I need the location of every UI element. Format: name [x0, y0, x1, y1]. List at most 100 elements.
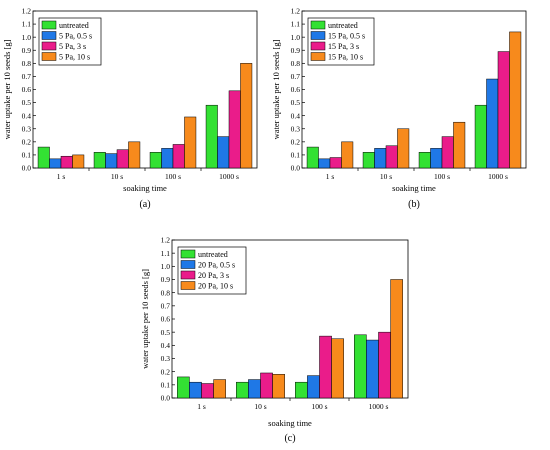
legend-label: 5 Pa, 0.5 s [59, 32, 92, 41]
x-tick-label: 100 s [311, 402, 327, 411]
y-tick-label: 1.2 [291, 7, 301, 16]
x-tick-label: 1 s [326, 172, 335, 181]
y-tick-label: 0.6 [161, 315, 171, 324]
bar [453, 121, 466, 169]
y-tick-label: 0.1 [22, 151, 32, 160]
bar [37, 146, 50, 169]
bar [161, 148, 174, 169]
y-tick-label: 0.9 [291, 46, 301, 55]
y-tick-label: 0.9 [22, 46, 32, 55]
y-tick-label: 0.2 [291, 137, 301, 146]
y-tick-label: 0.0 [291, 164, 301, 173]
bar [201, 383, 214, 399]
y-tick-label: 0.7 [22, 72, 32, 81]
x-tick-label: 1000 s [488, 172, 508, 181]
legend-label: untreated [59, 21, 89, 30]
y-tick-label: 0.5 [291, 98, 301, 107]
x-tick-label: 100 s [165, 172, 181, 181]
legend-swatch [180, 260, 196, 269]
y-tick-label: 0.0 [161, 394, 171, 403]
legend-swatch [180, 249, 196, 259]
y-tick-label: 1.2 [161, 236, 171, 245]
bar [272, 374, 285, 399]
x-tick-label: 1000 s [369, 402, 389, 411]
bar [430, 148, 443, 169]
y-tick-label: 0.6 [291, 85, 301, 94]
y-tick-label: 1.0 [291, 33, 301, 42]
x-tick-label: 10 s [380, 172, 392, 181]
x-axis-label: soaking time [123, 183, 167, 193]
chart-panel-1: 0.0 0.1 0.2 0.3 0.4 0.5 0.6 0.7 0.8 0.9 1.0 1.1 1.2 1… [2, 7, 258, 210]
bar [318, 158, 331, 169]
bar [418, 152, 431, 169]
bar [228, 90, 241, 169]
y-tick-label: 0.4 [22, 111, 32, 120]
legend-label: 20 Pa, 3 s [198, 271, 229, 280]
bar [295, 381, 308, 399]
legend-swatch [310, 20, 326, 30]
y-tick-label: 1.1 [161, 249, 171, 258]
y-tick-label: 1.0 [22, 33, 32, 42]
y-tick-label: 0.7 [161, 301, 171, 310]
bar [248, 379, 261, 399]
bar [497, 51, 510, 169]
x-tick-label: 100 s [434, 172, 450, 181]
legend-swatch [180, 281, 196, 290]
bar [189, 381, 202, 399]
y-tick-label: 0.5 [161, 328, 171, 337]
bar [217, 136, 230, 169]
x-tick-label: 10 s [254, 402, 266, 411]
legend-label: 5 Pa, 10 s [59, 53, 90, 62]
legend-swatch [310, 31, 326, 40]
legend-swatch [41, 31, 57, 40]
bar [331, 338, 344, 399]
bar [329, 157, 342, 169]
x-tick-label: 1 s [197, 402, 206, 411]
legend-swatch [41, 52, 57, 61]
panel-label: (a) [139, 199, 150, 210]
y-tick-label: 0.2 [161, 367, 171, 376]
y-tick-label: 0.4 [291, 111, 301, 120]
y-tick-label: 0.4 [161, 341, 171, 350]
bar [474, 104, 487, 169]
panel-label: (c) [284, 433, 295, 444]
x-axis-label: soaking time [392, 183, 436, 193]
legend: untreated 15 Pa, 0.5 s15 Pa, 3 s 15 Pa, 10… [307, 17, 375, 66]
y-tick-label: 0.1 [161, 380, 171, 389]
bar [172, 144, 185, 169]
y-tick-label: 0.3 [22, 124, 32, 133]
legend: untreated 5 Pa, 0.5 s5 Pa, 3 s 5 Pa, 10 s [38, 17, 102, 66]
bar [441, 136, 454, 169]
y-axis-label: water uptake per 10 seeds [g] [2, 39, 12, 139]
bar [362, 152, 375, 169]
y-axis-label: water uptake per 10 seeds [g] [140, 269, 150, 369]
legend-swatch [310, 41, 326, 51]
legend-swatch [310, 52, 326, 61]
x-tick-label: 10 s [111, 172, 123, 181]
bar [116, 149, 129, 169]
bar [509, 31, 522, 169]
legend-swatch [180, 270, 196, 280]
bar [213, 379, 226, 399]
bar [177, 376, 190, 399]
legend-label: 15 Pa, 0.5 s [328, 32, 365, 41]
bar [341, 141, 354, 169]
bar [72, 154, 85, 169]
bar [93, 152, 106, 169]
bar [378, 331, 391, 399]
legend-label: 20 Pa, 0.5 s [198, 261, 235, 270]
y-tick-label: 1.1 [22, 20, 32, 29]
bar [307, 375, 320, 399]
bar [319, 335, 332, 399]
x-axis-label: soaking time [268, 418, 312, 428]
bar [366, 339, 379, 399]
y-tick-label: 0.7 [291, 72, 301, 81]
legend: untreated 20 Pa, 0.5 s20 Pa, 3 s 20 Pa, 10… [177, 246, 247, 295]
y-tick-label: 1.0 [161, 262, 171, 271]
bar [205, 104, 218, 169]
legend-label: untreated [198, 250, 228, 259]
bar [385, 145, 398, 169]
chart-panel-3: 0.0 0.1 0.2 0.3 0.4 0.5 0.6 0.7 0.8 0.9 1.0 1.1 1.2 1… [140, 236, 409, 444]
legend-label: 15 Pa, 3 s [328, 42, 359, 51]
